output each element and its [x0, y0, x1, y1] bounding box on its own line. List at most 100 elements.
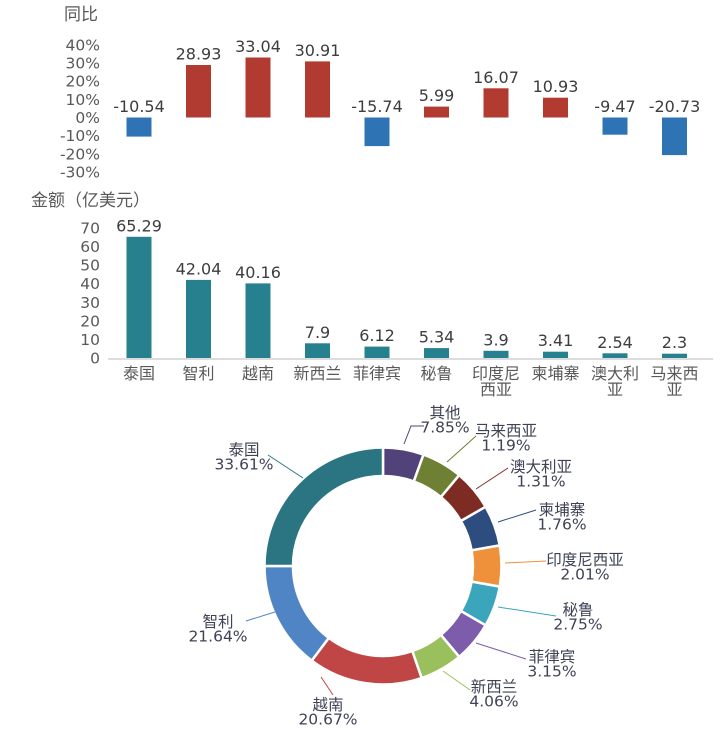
label-leader-line	[446, 435, 477, 463]
value-label: 65.29	[116, 216, 162, 235]
category-label: 秘鲁	[420, 364, 452, 383]
slice-label: 澳大利亚 1.31%	[510, 458, 572, 491]
value-label: 2.54	[597, 333, 633, 352]
label-leader-line	[475, 642, 527, 660]
slice-label: 泰国 33.61%	[214, 441, 273, 474]
donut-slice	[263, 446, 385, 568]
category-label: 亚	[607, 380, 623, 399]
bar	[245, 283, 271, 358]
label-leader-line	[245, 611, 276, 622]
label-leader-line	[320, 676, 334, 696]
slice-label: 菲律宾 3.15%	[527, 648, 576, 681]
share-donut-chart: 其他 7.85% 马来西亚 1.19%澳大利亚 1.31% 柬埔寨 1.76% 印度尼西亚 2.…	[188, 404, 623, 729]
label-leader-line	[497, 606, 557, 617]
bar	[543, 97, 568, 118]
value-label: 2.3	[662, 333, 687, 352]
bar	[424, 348, 449, 358]
label-leader-line	[475, 467, 509, 490]
bar	[305, 343, 330, 358]
y-axis-tick: 40%	[66, 36, 100, 54]
value-label: -15.74	[351, 97, 403, 116]
value-label: 16.07	[473, 68, 519, 87]
bar	[424, 106, 449, 118]
bar	[662, 353, 687, 358]
value-label: 3.41	[538, 331, 574, 350]
y-axis-tick: 10%	[66, 91, 100, 109]
value-label: 30.91	[295, 41, 341, 60]
slice-label: 智利 21.64%	[188, 613, 247, 646]
value-label: -9.47	[594, 97, 635, 116]
y-axis-tick: -30%	[60, 163, 100, 181]
category-label: 柬埔寨	[531, 364, 579, 383]
slice-label: 马来西亚 1.19%	[475, 422, 537, 455]
y-axis-tick: 0%	[75, 109, 100, 127]
bar	[126, 117, 152, 137]
y-axis-tick: 20%	[66, 73, 100, 91]
category-label: 新西兰	[293, 364, 341, 383]
value-label: 3.9	[483, 330, 508, 349]
y-axis-tick: 60	[80, 238, 100, 256]
value-label: 33.04	[235, 37, 281, 56]
bar	[602, 353, 628, 358]
value-label: 7.9	[305, 323, 330, 342]
category-label: 智利	[182, 364, 214, 383]
y-axis-tick: 30%	[66, 55, 100, 73]
amount-chart-title: 金额（亿美元）	[31, 191, 150, 211]
value-label: -20.73	[649, 97, 701, 116]
label-leader-line	[497, 509, 537, 523]
value-label: 6.12	[359, 326, 395, 345]
label-leader-line	[442, 670, 471, 691]
category-label: 越南	[242, 364, 274, 383]
value-label: 5.34	[419, 328, 455, 347]
bar	[543, 351, 568, 358]
y-axis-tick: -10%	[60, 127, 100, 145]
yoy-chart-title: 同比	[64, 5, 98, 25]
donut-slice	[470, 543, 503, 589]
label-leader-line	[403, 425, 424, 445]
bar	[305, 61, 330, 118]
bar	[483, 350, 509, 358]
y-axis-tick: 10	[80, 331, 100, 349]
label-leader-line	[504, 560, 547, 564]
label-leader-line	[267, 454, 304, 479]
category-label: 马来西	[650, 364, 698, 383]
bar	[364, 346, 390, 358]
value-label: 10.93	[533, 77, 579, 96]
category-label: 菲律宾	[353, 364, 401, 383]
slice-label: 越南 20.67%	[298, 696, 357, 729]
category-label: 泰国	[123, 364, 155, 383]
value-label: 42.04	[176, 259, 222, 278]
slice-label: 秘鲁 2.75%	[553, 601, 602, 634]
value-label: 28.93	[176, 45, 222, 64]
category-label: 澳大利	[591, 364, 639, 383]
bar	[245, 57, 271, 118]
slice-label: 印度尼西亚 2.01%	[546, 551, 624, 584]
y-axis-tick: -20%	[60, 145, 100, 163]
donut-slice	[263, 564, 331, 663]
y-axis-tick: 30	[80, 294, 100, 312]
bar	[364, 117, 390, 147]
category-label: 西亚	[480, 380, 512, 399]
value-label: 40.16	[235, 263, 281, 282]
slice-label: 柬埔寨 1.76%	[537, 501, 586, 534]
bar	[126, 236, 152, 358]
bar	[186, 279, 211, 358]
slice-label: 新西兰 4.06%	[469, 678, 518, 711]
bar	[186, 65, 211, 118]
category-label: 印度尼	[472, 364, 520, 383]
category-label: 亚	[666, 380, 682, 399]
y-axis-tick: 40	[80, 275, 100, 293]
value-label: -10.54	[113, 97, 165, 116]
y-axis-tick: 70	[80, 220, 100, 238]
bar	[602, 117, 628, 135]
value-label: 5.99	[419, 86, 455, 105]
slice-label: 其他 7.85%	[420, 404, 469, 437]
y-axis-tick: 0	[90, 350, 100, 368]
yoy-bar-chart: 40%30%20%10%0%-10%-20%-30% -10.54 28.93 33.…	[60, 36, 700, 181]
donut-slice	[309, 636, 424, 686]
y-axis-tick: 50	[80, 257, 100, 275]
bar	[483, 88, 509, 118]
